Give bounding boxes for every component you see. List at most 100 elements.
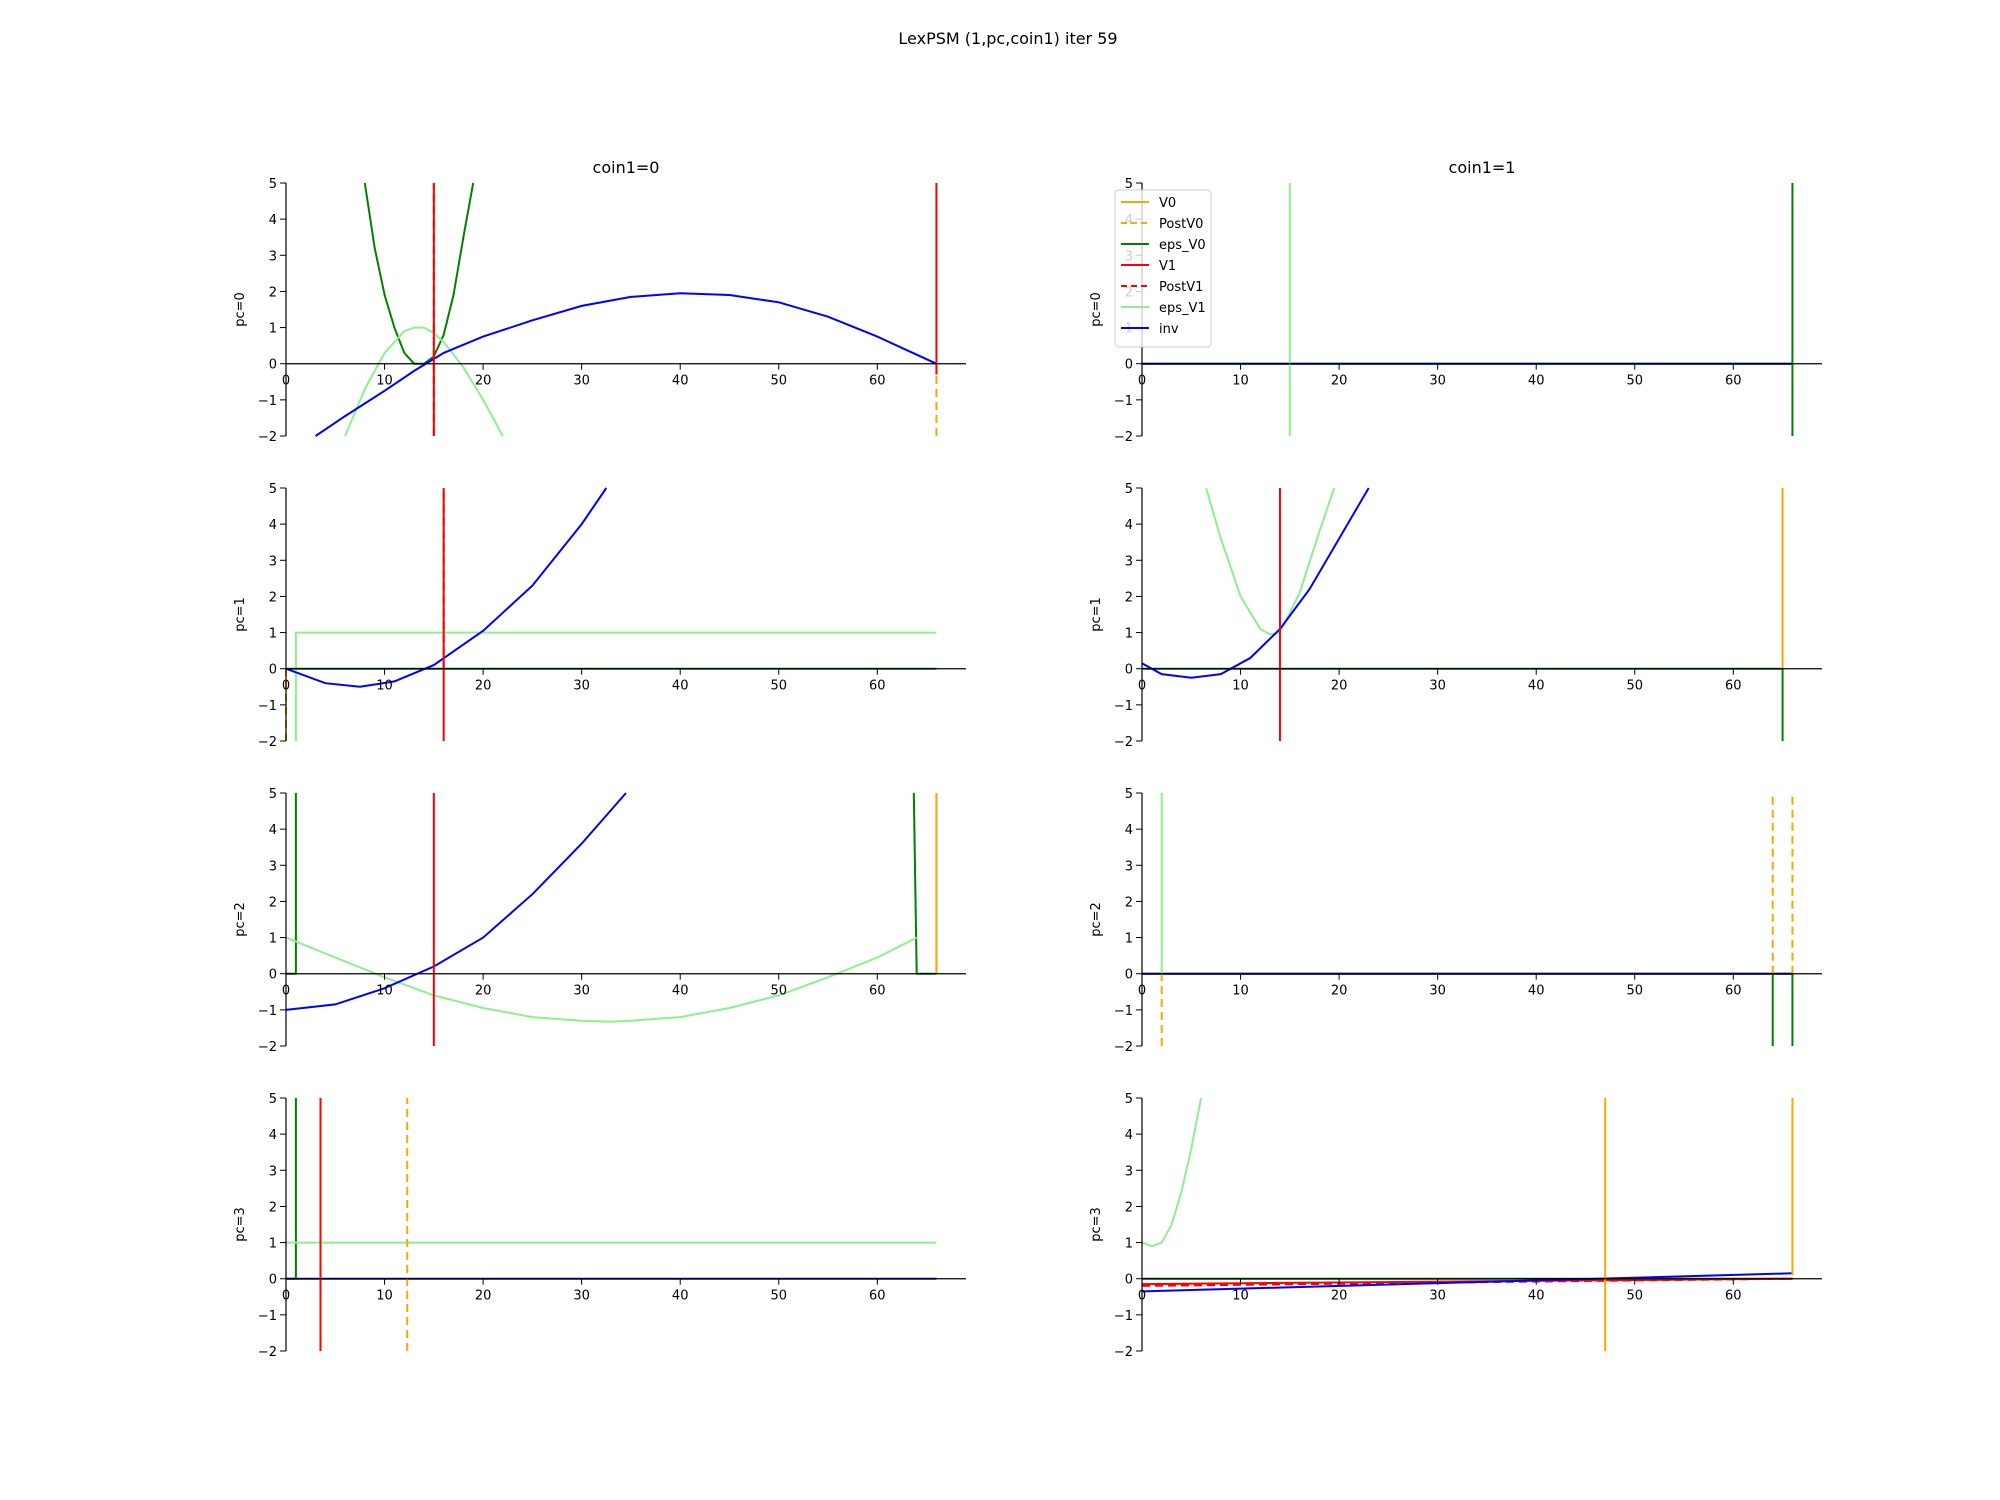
y-tick-label: −2: [1114, 430, 1133, 445]
x-tick-label: 50: [770, 984, 787, 999]
series-inv-4: [1141, 487, 1370, 679]
y-tick-label: −1: [1114, 699, 1133, 714]
x-tick-label: 0: [282, 374, 290, 389]
series-inv-2: [315, 292, 937, 437]
y-tick-label: −1: [1114, 1309, 1133, 1324]
y-tick-label: 0: [1125, 1273, 1133, 1288]
x-tick-label: 30: [1429, 374, 1446, 389]
x-tick-label: 50: [770, 679, 787, 694]
x-tick-label: 30: [1429, 1289, 1446, 1304]
y-tick-label: 1: [1125, 1237, 1133, 1252]
x-tick-label: 40: [672, 679, 689, 694]
y-tick-label: 5: [1125, 787, 1133, 802]
y-tick-label: 4: [269, 823, 277, 838]
x-tick-label: 50: [1626, 984, 1643, 999]
x-tick-label: 30: [573, 1289, 590, 1304]
x-tick-label: 50: [770, 374, 787, 389]
y-axis-label: pc=2: [233, 902, 248, 937]
series-eps-v1-0: [294, 631, 937, 741]
x-tick-label: 30: [1429, 984, 1446, 999]
x-tick-label: 50: [1626, 679, 1643, 694]
y-tick-label: 4: [269, 213, 277, 228]
y-tick-label: 1: [269, 627, 277, 642]
x-tick-label: 0: [282, 679, 290, 694]
x-tick-label: 10: [376, 679, 393, 694]
series-inv-4: [1141, 1272, 1793, 1293]
y-tick-label: 0: [269, 1273, 277, 1288]
x-tick-label: 40: [672, 1289, 689, 1304]
legend-item-postv0: PostV0: [1121, 217, 1203, 232]
x-tick-label: 60: [1725, 984, 1742, 999]
y-tick-label: 2: [1125, 895, 1133, 910]
y-tick-label: 5: [269, 482, 277, 497]
x-tick-label: 60: [1725, 374, 1742, 389]
y-tick-label: 1: [1125, 932, 1133, 947]
y-tick-label: 0: [1125, 358, 1133, 373]
y-axis-label: pc=0: [233, 292, 248, 327]
panel-r0-c0-series: [315, 182, 938, 437]
legend-label: V0: [1159, 196, 1176, 211]
y-tick-label: 3: [1125, 859, 1133, 874]
x-tick-label: 0: [282, 1289, 290, 1304]
x-tick-label: 20: [1331, 679, 1348, 694]
y-tick-label: −2: [258, 430, 277, 445]
legend-item-eps-v1: eps_V1: [1121, 301, 1206, 316]
x-tick-label: 40: [1528, 1289, 1545, 1304]
y-tick-label: 2: [269, 285, 277, 300]
x-tick-label: 20: [475, 679, 492, 694]
legend-label: eps_V0: [1159, 238, 1206, 253]
series-eps-v1-1: [344, 326, 504, 437]
y-tick-label: −2: [1114, 1345, 1133, 1360]
legend-label: eps_V1: [1159, 301, 1206, 316]
series-inv-3: [285, 487, 608, 688]
y-tick-label: −2: [258, 1040, 277, 1055]
y-tick-label: 4: [269, 1128, 277, 1143]
y-tick-label: 5: [1125, 1092, 1133, 1107]
y-tick-label: 2: [1125, 590, 1133, 605]
y-axis-label: pc=3: [233, 1207, 248, 1242]
y-tick-label: 5: [1125, 177, 1133, 192]
x-tick-label: 40: [1528, 679, 1545, 694]
y-tick-label: 1: [269, 322, 277, 337]
x-tick-label: 30: [573, 374, 590, 389]
subplot-title: coin1=1: [1449, 158, 1516, 177]
y-tick-label: 3: [1125, 1164, 1133, 1179]
y-tick-label: 0: [269, 968, 277, 983]
y-axis-label: pc=0: [1089, 292, 1104, 327]
x-tick-label: 20: [475, 374, 492, 389]
x-tick-label: 10: [1232, 374, 1249, 389]
x-tick-label: 40: [672, 374, 689, 389]
x-tick-label: 50: [1626, 374, 1643, 389]
x-tick-label: 10: [376, 1289, 393, 1304]
series-eps-v1-2: [285, 936, 918, 1023]
x-tick-label: 50: [770, 1289, 787, 1304]
y-tick-label: 3: [269, 249, 277, 264]
legend-item-inv: inv: [1121, 322, 1179, 337]
legend-label: inv: [1159, 322, 1179, 337]
series-eps-v1-1: [1141, 1097, 1203, 1248]
series-eps-v1-3: [1205, 487, 1336, 636]
x-tick-label: 60: [1725, 679, 1742, 694]
y-axis-label: pc=1: [1089, 597, 1104, 632]
legend-item-v0: V0: [1121, 196, 1176, 211]
y-tick-label: 2: [269, 590, 277, 605]
y-tick-label: −2: [258, 735, 277, 750]
y-tick-label: 3: [1125, 554, 1133, 569]
y-tick-label: 3: [269, 859, 277, 874]
legend-label: PostV0: [1159, 217, 1203, 232]
y-tick-label: −1: [258, 1309, 277, 1324]
x-tick-label: 30: [573, 679, 590, 694]
x-tick-label: 60: [869, 984, 886, 999]
y-tick-label: 5: [1125, 482, 1133, 497]
legend-item-eps-v0: eps_V0: [1121, 238, 1206, 253]
